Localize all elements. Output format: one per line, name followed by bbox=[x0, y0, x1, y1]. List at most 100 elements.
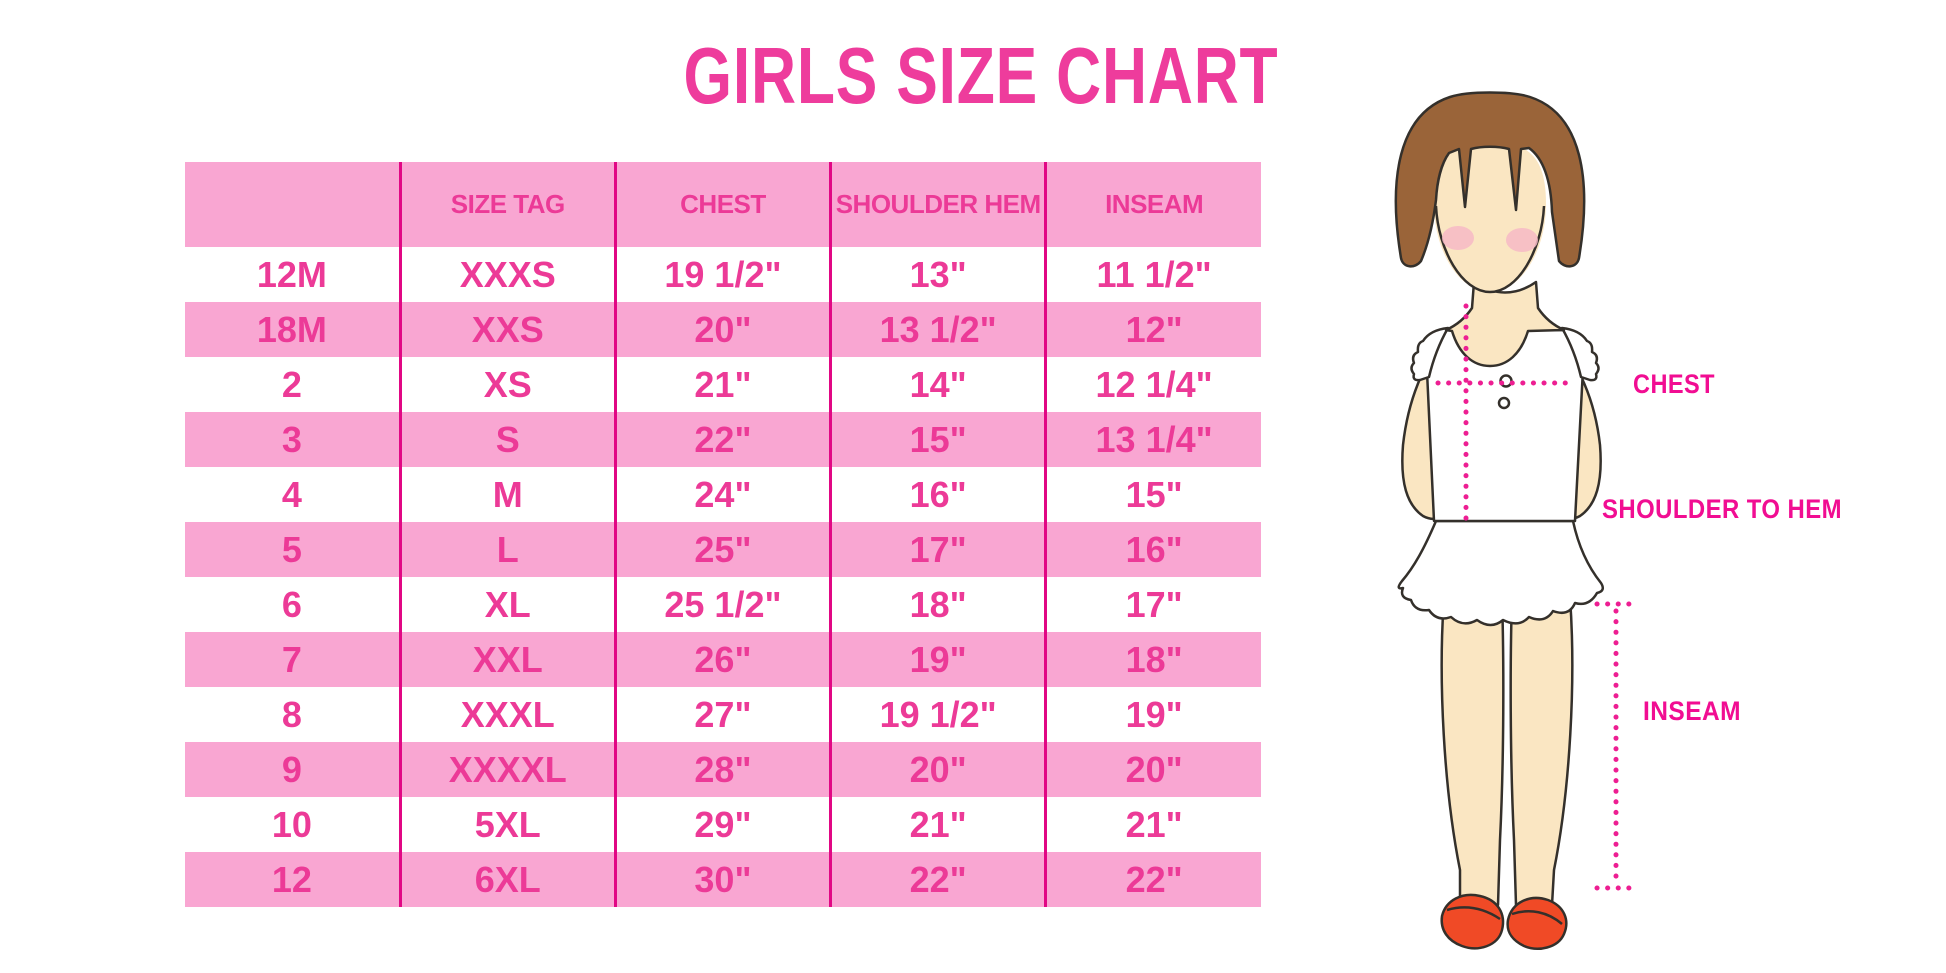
table-cell: 18M bbox=[256, 308, 327, 350]
header-cell-size bbox=[185, 162, 400, 247]
table-cell: 14" bbox=[829, 357, 1046, 412]
table-cell: 20" bbox=[829, 742, 1046, 797]
table-cell: 13" bbox=[829, 247, 1046, 302]
table-cell: 2 bbox=[281, 363, 302, 405]
girl-measurement-figure: CHEST SHOULDER TO HEM INSEAM bbox=[1394, 91, 1842, 950]
table-cell: 16" bbox=[1044, 522, 1261, 577]
table-cell: 30" bbox=[613, 852, 831, 907]
table-cell: 22" bbox=[1044, 852, 1261, 907]
table-cell: 19 1/2" bbox=[829, 687, 1046, 742]
table-cell: 19" bbox=[829, 632, 1046, 687]
table-cell: 25" bbox=[613, 522, 831, 577]
table-cell: 21" bbox=[829, 797, 1046, 852]
table-row: 4 M 24" 16" 15" bbox=[185, 467, 1261, 522]
table-cell: 22" bbox=[829, 852, 1046, 907]
table-cell: XXL bbox=[398, 632, 616, 687]
table-cell: 12 1/4" bbox=[1044, 357, 1261, 412]
table-cell: L bbox=[398, 522, 616, 577]
table-cell: S bbox=[398, 412, 616, 467]
header-cell-shoulder-hem: SHOULDER HEM bbox=[829, 162, 1046, 247]
table-cell: 5 bbox=[281, 528, 302, 570]
table-cell: 28" bbox=[613, 742, 831, 797]
header-cell-inseam: INSEAM bbox=[1044, 162, 1261, 247]
table-cell: 7 bbox=[281, 638, 302, 680]
table-cell: 20" bbox=[1044, 742, 1261, 797]
table-cell: XXXL bbox=[398, 687, 616, 742]
table-cell: 13 1/2" bbox=[829, 302, 1046, 357]
table-cell: 25 1/2" bbox=[613, 577, 831, 632]
right-shoe bbox=[1506, 896, 1568, 950]
header-cell-size-tag: SIZE TAG bbox=[398, 162, 616, 247]
table-cell: 15" bbox=[829, 412, 1046, 467]
table-cell: 17" bbox=[1044, 577, 1261, 632]
inseam-label: INSEAM bbox=[1643, 696, 1741, 726]
dress-button-bottom bbox=[1497, 396, 1511, 410]
right-shoe-strap bbox=[1511, 910, 1563, 925]
table-cell: XXXS bbox=[398, 247, 616, 302]
table-cell: 8 bbox=[281, 693, 302, 735]
table-cell: 19 1/2" bbox=[613, 247, 831, 302]
size-table: SIZE TAG CHEST SHOULDER HEM INSEAM 12M XX… bbox=[185, 162, 1261, 907]
right-shoulder-ruffle bbox=[1560, 326, 1600, 382]
hair bbox=[1394, 91, 1586, 268]
table-cell: 6XL bbox=[398, 852, 616, 907]
table-cell: 9 bbox=[281, 748, 302, 790]
table-cell: XXS bbox=[398, 302, 616, 357]
table-row: 12 6XL 30" 22" 22" bbox=[185, 852, 1261, 907]
left-blush bbox=[1442, 226, 1474, 250]
table-cell: 10 bbox=[271, 803, 312, 845]
face bbox=[1434, 142, 1546, 292]
left-shoe-strap bbox=[1446, 906, 1501, 921]
table-cell: 27" bbox=[613, 687, 831, 742]
table-cell: XXXXL bbox=[398, 742, 616, 797]
table-cell: 12 bbox=[271, 858, 312, 900]
table-cell: 29" bbox=[613, 797, 831, 852]
table-cell: 13 1/4" bbox=[1044, 412, 1261, 467]
chest-label: CHEST bbox=[1633, 369, 1715, 399]
table-cell: 6 bbox=[281, 583, 302, 625]
table-cell: 19" bbox=[1044, 687, 1261, 742]
right-blush bbox=[1506, 228, 1538, 252]
table-cell: XS bbox=[398, 357, 616, 412]
left-shoulder-ruffle bbox=[1410, 326, 1450, 382]
table-cell: 15" bbox=[1044, 467, 1261, 522]
left-shoe bbox=[1440, 893, 1505, 950]
table-cell: 5XL bbox=[398, 797, 616, 852]
table-cell: 12" bbox=[1044, 302, 1261, 357]
table-row: 5 L 25" 17" 16" bbox=[185, 522, 1261, 577]
table-cell: 3 bbox=[281, 418, 302, 460]
page-title: GIRLS SIZE CHART bbox=[683, 31, 1279, 120]
neck bbox=[1444, 280, 1566, 368]
table-cell: 20" bbox=[613, 302, 831, 357]
size-table-body: 12M XXXS 19 1/2" 13" 11 1/2" 18M XXS 20" 13 1/2"… bbox=[185, 247, 1261, 907]
table-cell: M bbox=[398, 467, 616, 522]
table-cell: 11 1/2" bbox=[1044, 247, 1261, 302]
header-cell-chest: CHEST bbox=[613, 162, 831, 247]
table-cell: 24" bbox=[613, 467, 831, 522]
skirt bbox=[1397, 519, 1605, 627]
table-cell: 21" bbox=[613, 357, 831, 412]
table-row: 10 5XL 29" 21" 21" bbox=[185, 797, 1261, 852]
table-row: 2 XS 21" 14" 12 1/4" bbox=[185, 357, 1261, 412]
shoulder-to-hem-label: SHOULDER TO HEM bbox=[1602, 494, 1842, 524]
table-cell: 16" bbox=[829, 467, 1046, 522]
table-row: 8 XXXL 27" 19 1/2" 19" bbox=[185, 687, 1261, 742]
left-leg bbox=[1440, 596, 1505, 907]
table-row: 12M XXXS 19 1/2" 13" 11 1/2" bbox=[185, 247, 1261, 302]
header-row: SIZE TAG CHEST SHOULDER HEM INSEAM bbox=[185, 162, 1261, 247]
table-row: 6 XL 25 1/2" 18" 17" bbox=[185, 577, 1261, 632]
table-row: 9 XXXXL 28" 20" 20" bbox=[185, 742, 1261, 797]
table-cell: 4 bbox=[281, 473, 302, 515]
table-cell: 22" bbox=[613, 412, 831, 467]
table-cell: 12M bbox=[256, 253, 327, 295]
table-row: 7 XXL 26" 19" 18" bbox=[185, 632, 1261, 687]
table-row: 3 S 22" 15" 13 1/4" bbox=[185, 412, 1261, 467]
table-cell: 18" bbox=[1044, 632, 1261, 687]
table-row: 18M XXS 20" 13 1/2" 12" bbox=[185, 302, 1261, 357]
right-leg bbox=[1509, 596, 1574, 907]
table-cell: XL bbox=[398, 577, 616, 632]
table-cell: 21" bbox=[1044, 797, 1261, 852]
table-cell: 18" bbox=[829, 577, 1046, 632]
table-cell: 26" bbox=[613, 632, 831, 687]
table-cell: 17" bbox=[829, 522, 1046, 577]
